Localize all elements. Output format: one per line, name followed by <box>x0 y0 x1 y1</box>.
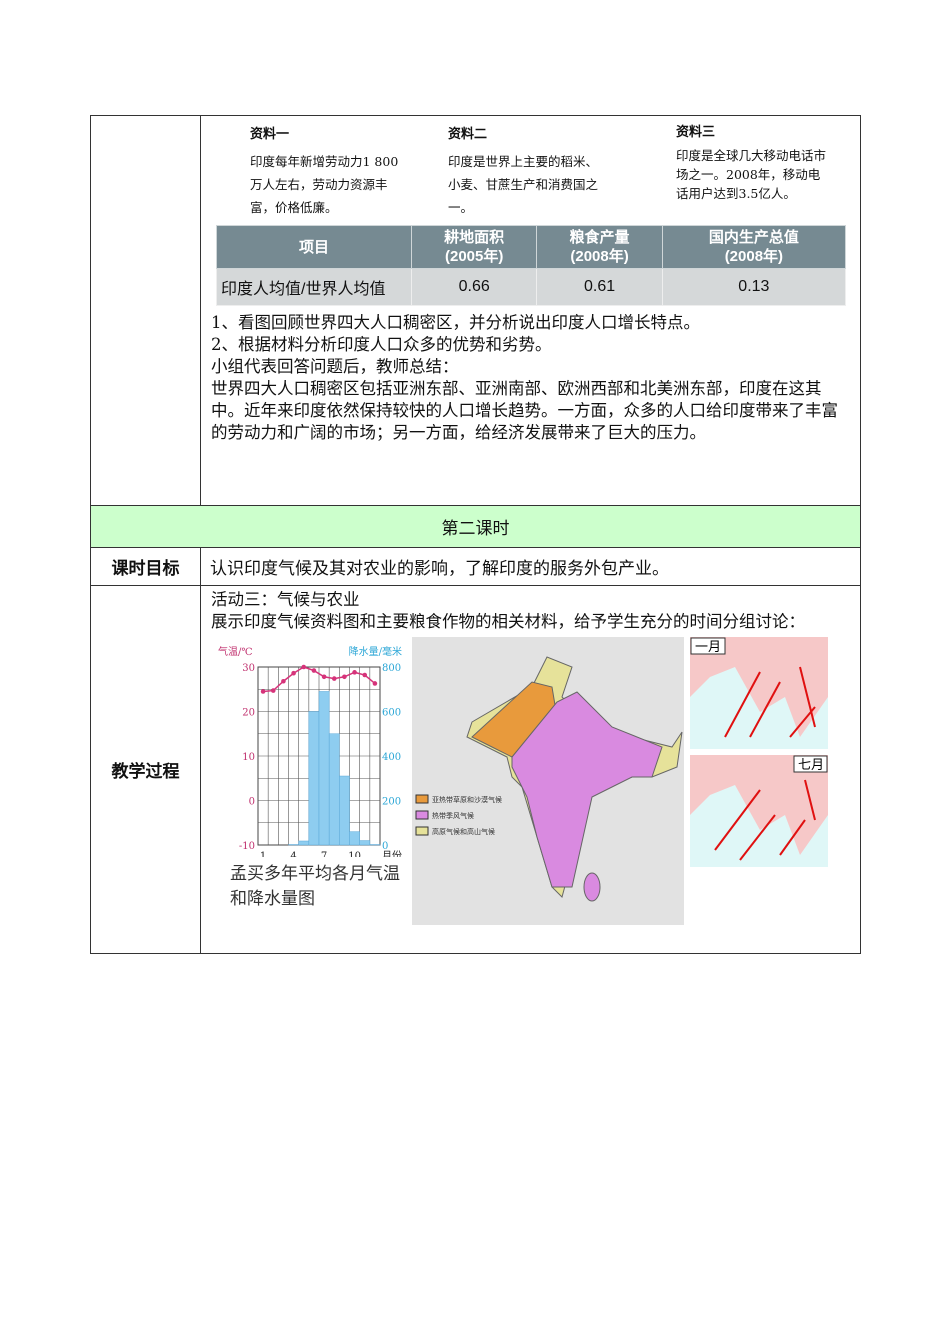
y-right-tick: 0 <box>382 841 388 852</box>
material-text: 印度是世界上主要的稻米、小麦、甘蔗生产和消费国之一。 <box>448 154 599 215</box>
left-cell-empty <box>90 115 201 506</box>
header-cell: 国内生产总值 (2008年) <box>661 225 847 269</box>
temperature-point <box>281 678 286 684</box>
paragraph: 2、根据材料分析印度人口众多的优势和劣势。 <box>211 335 552 354</box>
y-right-tick: 400 <box>382 752 401 763</box>
legend-label: 高原气候和高山气候 <box>432 827 495 836</box>
precip-bar <box>328 733 340 846</box>
header-cell: 项目 <box>216 225 412 269</box>
value-cell: 0.61 <box>536 268 663 306</box>
goal-text: 认识印度气候及其对农业的影响，了解印度的服务外包产业。 <box>200 547 861 586</box>
precip-bar <box>339 775 350 846</box>
process-cell: 活动三：气候与农业 展示印度气候资料图和主要粮食作物的相关材料，给予学生充分的时… <box>200 585 861 954</box>
temperature-point <box>352 670 357 675</box>
value-cell: 0.13 <box>661 268 847 306</box>
july-label: 七月 <box>798 758 824 773</box>
material-2: 资料二印度是世界上主要的稻米、小麦、甘蔗生产和消费国之一。 <box>448 123 598 219</box>
precip-bar <box>298 840 310 846</box>
paragraph: 1、看图回顾世界四大人口稠密区，并分析说出印度人口增长特点。 <box>211 313 700 332</box>
material-title: 资料三 <box>676 125 716 140</box>
material-title: 资料一 <box>250 127 290 142</box>
july-monsoon-map: 七月 <box>690 755 828 867</box>
value-cell: 0.66 <box>410 268 538 306</box>
temperature-point <box>321 674 327 680</box>
x-label: 月份 <box>382 850 402 857</box>
y-left-label: 气温/℃ <box>218 645 253 658</box>
monsoon-region <box>511 691 663 888</box>
y-left-tick: 10 <box>242 752 255 763</box>
section-title: 第二课时 <box>90 505 861 548</box>
temperature-point <box>342 674 347 680</box>
paragraph: 展示印度气候资料图和主要粮食作物的相关材料，给予学生充分的时间分组讨论： <box>211 612 805 631</box>
sri-lanka <box>583 872 601 902</box>
y-right-tick: 600 <box>382 708 401 719</box>
january-label: 一月 <box>695 640 721 655</box>
row-label: 印度人均值/世界人均值 <box>216 268 412 306</box>
temperature-point <box>260 689 266 694</box>
precip-bar <box>359 840 371 846</box>
precip-bar <box>349 831 360 846</box>
paragraph: 小组代表回答问题后，教师总结： <box>211 357 459 376</box>
precip-bar <box>318 691 330 846</box>
content-cell: 资料一印度每年新增劳动力1 800 万人左右，劳动力资源丰富，价格低廉。 资料二… <box>200 115 861 506</box>
x-tick: 7 <box>321 851 327 857</box>
temperature-point <box>270 688 276 693</box>
monsoon-maps: 一月 七月 <box>690 637 830 925</box>
y-left-tick: 0 <box>249 797 255 808</box>
india-climate-map: 亚热带草原和沙漠气候 热带季风气候 高原气候和高山气候 <box>412 637 684 925</box>
y-left-tick: 20 <box>242 708 255 719</box>
material-3: 资料三印度是全球几大移动电话市场之一。2008年，移动电话用户达到3.5亿人。 <box>676 123 826 219</box>
temperature-point <box>291 670 296 676</box>
temperature-point <box>331 676 337 681</box>
january-monsoon-map: 一月 <box>690 637 828 749</box>
material-title: 资料二 <box>448 127 488 142</box>
y-right-tick: 200 <box>382 797 401 808</box>
material-text: 印度是全球几大移动电话市场之一。2008年，移动电话用户达到3.5亿人。 <box>676 148 827 201</box>
goal-label: 课时目标 <box>90 547 201 586</box>
header-cell: 粮食产量 (2008年) <box>536 225 663 269</box>
paragraph: 活动三：气候与农业 <box>211 590 360 609</box>
material-text: 印度每年新增劳动力1 800 万人左右，劳动力资源丰富，价格低廉。 <box>250 154 399 215</box>
lesson-table: 资料一印度每年新增劳动力1 800 万人左右，劳动力资源丰富，价格低廉。 资料二… <box>90 115 861 954</box>
y-left-tick: -10 <box>239 841 255 852</box>
legend-label: 亚热带草原和沙漠气候 <box>432 795 502 804</box>
stat-table: 项目 耕地面积 (2005年) 粮食产量 (2008年) 国内生产总值 (2008年)… <box>216 225 847 306</box>
y-left-tick: 30 <box>242 663 255 674</box>
process-text: 活动三：气候与农业 展示印度气候资料图和主要粮食作物的相关材料，给予学生充分的时… <box>202 587 859 633</box>
process-label: 教学过程 <box>90 585 201 954</box>
climate-chart-svg: 30 20 10 0 -10 800 600 400 200 0 1 4 7 10 月份 气温/℃ 降水量/毫米 <box>218 645 402 862</box>
row1-text: 1、看图回顾世界四大人口稠密区，并分析说出印度人口增长特点。 2、根据材料分析印… <box>202 306 859 464</box>
paragraph: 世界四大人口稠密区包括亚洲东部、亚洲南部、欧洲西部和北美洲东部，印度在这其中。近… <box>211 379 838 442</box>
materials: 资料一印度每年新增劳动力1 800 万人左右，劳动力资源丰富，价格低廉。 资料二… <box>202 117 859 219</box>
precip-bar <box>308 711 320 846</box>
temperature-point <box>372 681 378 686</box>
header-cell: 耕地面积 (2005年) <box>410 225 538 269</box>
x-tick: 1 <box>260 851 266 857</box>
material-1: 资料一印度每年新增劳动力1 800 万人左右，劳动力资源丰富，价格低廉。 <box>250 123 400 219</box>
legend-label: 热带季风气候 <box>432 811 474 820</box>
x-tick: 4 <box>290 851 296 857</box>
temperature-point <box>362 672 368 678</box>
figures: 30 20 10 0 -10 800 600 400 200 0 1 4 7 10 月份 气温/℃ 降水量/毫米… <box>202 633 859 931</box>
y-right-label: 降水量/毫米 <box>349 645 402 658</box>
x-tick: 10 <box>348 851 361 857</box>
y-right-tick: 800 <box>382 663 401 674</box>
climate-chart: 30 20 10 0 -10 800 600 400 200 0 1 4 7 10 月份 气温/℃ 降水量/毫米… <box>210 637 406 925</box>
temperature-point <box>301 664 307 670</box>
chart-title: 孟买多年平均各月气温和降水量图 <box>230 864 400 909</box>
temperature-point <box>311 668 317 673</box>
